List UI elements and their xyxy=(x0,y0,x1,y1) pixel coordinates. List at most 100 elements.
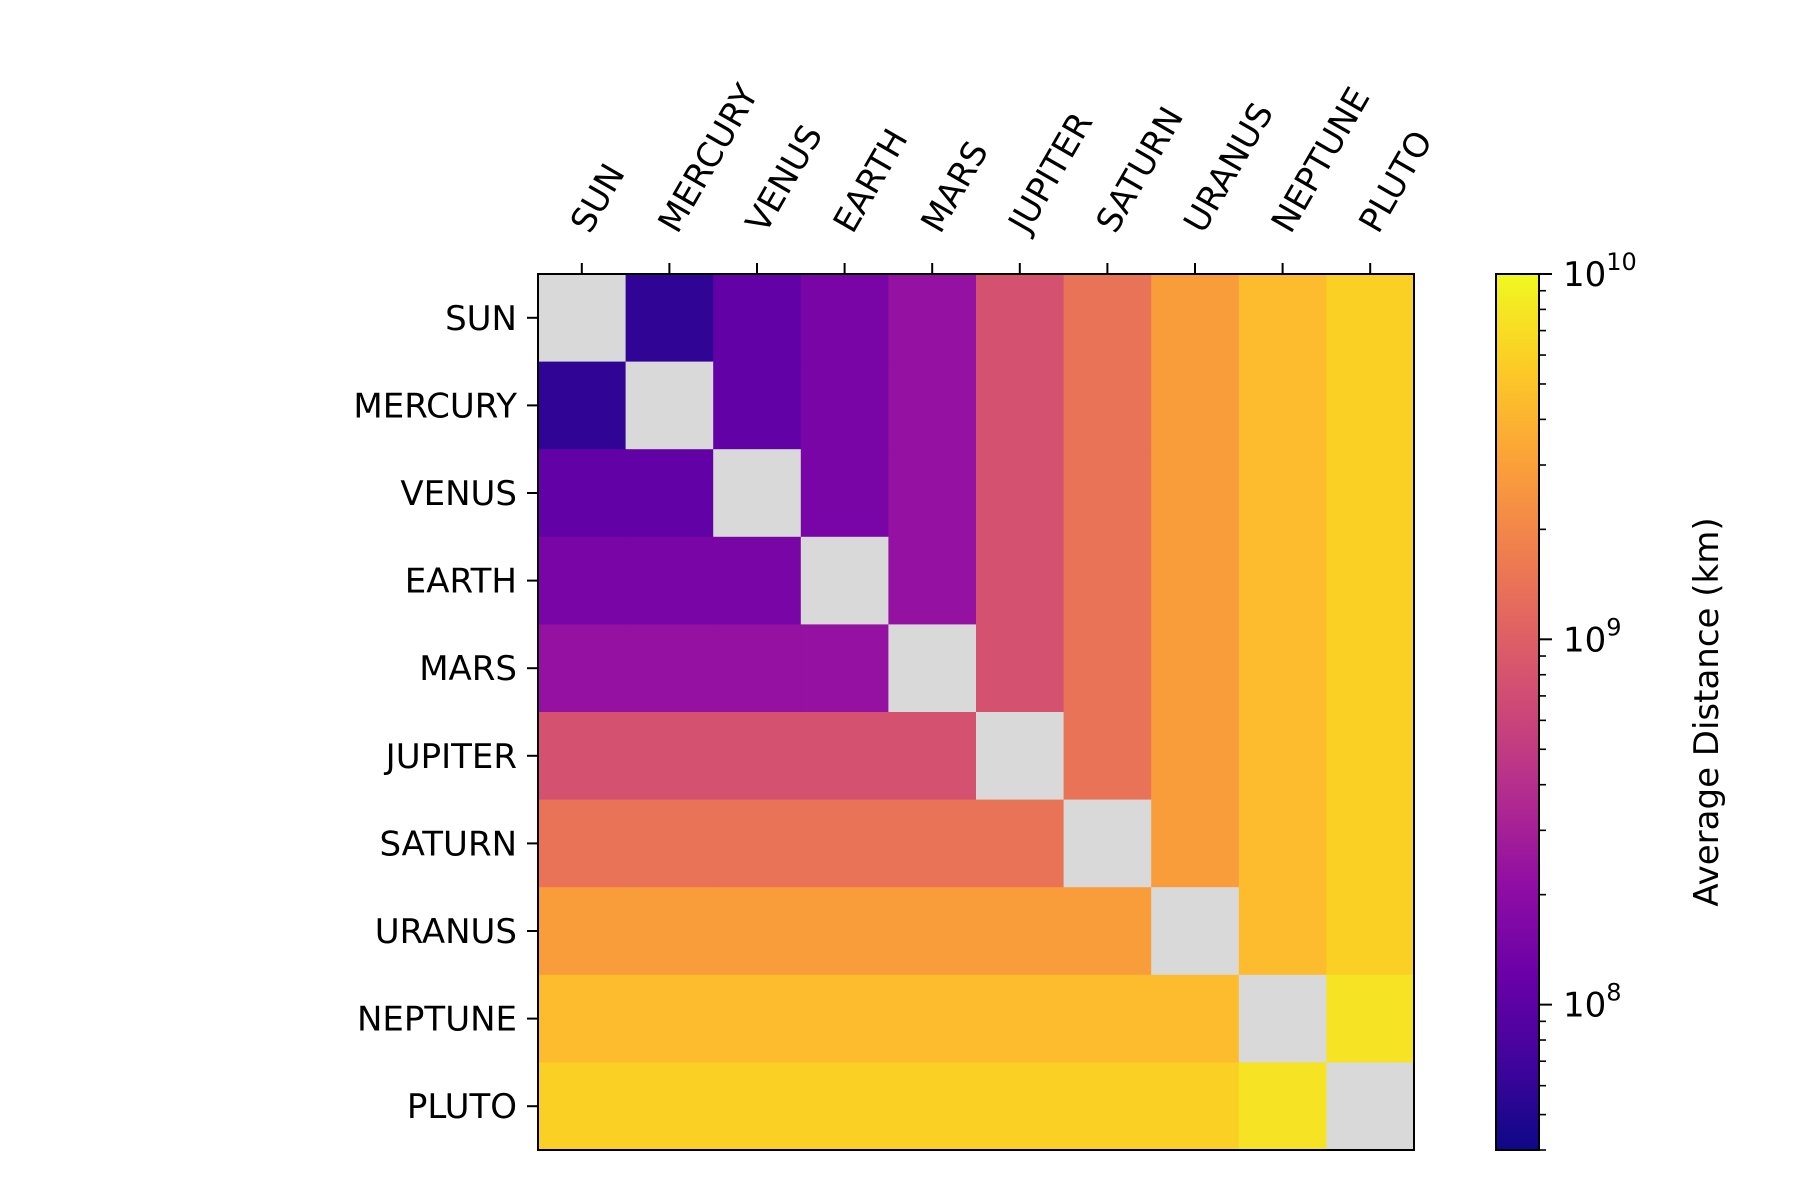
heatmap-cell xyxy=(1326,1062,1415,1151)
y-tick-label: PLUTO xyxy=(407,1087,517,1127)
heatmap-cell xyxy=(538,799,627,888)
colorbar-tick-label: 108 xyxy=(1563,979,1622,1026)
heatmap-cell xyxy=(538,274,627,363)
heatmap-cell xyxy=(538,1062,627,1151)
heatmap-cell xyxy=(713,974,802,1063)
heatmap-cell xyxy=(1151,449,1240,538)
heatmap-cell xyxy=(625,536,714,625)
heatmap-cell xyxy=(976,274,1065,363)
heatmap-cell xyxy=(800,1062,889,1151)
heatmap-cell xyxy=(538,887,627,976)
heatmap-cell xyxy=(888,1062,977,1151)
heatmap-cell xyxy=(1151,361,1240,450)
heatmap-cell xyxy=(713,361,802,450)
heatmap-cell xyxy=(800,712,889,801)
heatmap-cell xyxy=(625,799,714,888)
heatmap-cell xyxy=(625,274,714,363)
heatmap-cell xyxy=(1063,624,1152,713)
x-tick-label: EARTH xyxy=(826,122,917,239)
heatmap-cell xyxy=(888,974,977,1063)
colorbar-tick-label: 1010 xyxy=(1563,248,1637,295)
heatmap-cell xyxy=(976,712,1065,801)
heatmap-cell xyxy=(976,1062,1065,1151)
heatmap-cell xyxy=(625,1062,714,1151)
heatmap-cell xyxy=(1151,274,1240,363)
heatmap-cell xyxy=(713,624,802,713)
heatmap-cell xyxy=(1238,1062,1327,1151)
heatmap-cell xyxy=(888,799,977,888)
heatmap-cell xyxy=(538,361,627,450)
y-tick-label: JUPITER xyxy=(384,737,517,777)
x-tick-label: VENUS xyxy=(738,118,831,239)
heatmap-cell xyxy=(1063,887,1152,976)
heatmap-cell xyxy=(1238,712,1327,801)
y-tick-label: SUN xyxy=(445,299,517,339)
heatmap-cell xyxy=(1063,274,1152,363)
heatmap-cell xyxy=(1238,449,1327,538)
heatmap-cell xyxy=(1151,799,1240,888)
heatmap-cell xyxy=(1063,449,1152,538)
heatmap-cell xyxy=(888,536,977,625)
heatmap-cell xyxy=(976,449,1065,538)
heatmap-cell xyxy=(1238,887,1327,976)
heatmap-cells xyxy=(538,274,1415,1151)
heatmap-cell xyxy=(625,974,714,1063)
heatmap-cell xyxy=(800,274,889,363)
heatmap-cell xyxy=(800,361,889,450)
y-axis-ticks: SUN MERCURY VENUS EARTH MARS JUPITER SATURN URA… xyxy=(353,299,538,1127)
heatmap-cell xyxy=(1238,536,1327,625)
heatmap-cell xyxy=(713,887,802,976)
heatmap-cell xyxy=(1238,974,1327,1063)
heatmap-cell xyxy=(800,887,889,976)
heatmap-cell xyxy=(1326,712,1415,801)
heatmap-cell xyxy=(888,274,977,363)
heatmap-cell xyxy=(976,536,1065,625)
heatmap-cell xyxy=(1326,361,1415,450)
x-tick-label: JUPITER xyxy=(1000,106,1101,241)
heatmap-cell xyxy=(1063,799,1152,888)
heatmap-cell xyxy=(888,624,977,713)
heatmap-cell xyxy=(800,449,889,538)
heatmap-cell xyxy=(1326,974,1415,1063)
heatmap-cell xyxy=(1238,274,1327,363)
heatmap-cell xyxy=(625,361,714,450)
heatmap-cell xyxy=(1063,361,1152,450)
heatmap-cell xyxy=(625,887,714,976)
y-tick-label: SATURN xyxy=(379,824,517,864)
plot-frame xyxy=(537,273,1415,1151)
heatmap-cell xyxy=(976,361,1065,450)
colorbar-label: Average Distance (km) xyxy=(1687,517,1727,906)
heatmap-cell xyxy=(713,712,802,801)
heatmap-cell xyxy=(625,712,714,801)
x-tick-label: PLUTO xyxy=(1351,124,1441,239)
heatmap-cell xyxy=(1151,1062,1240,1151)
heatmap-cell xyxy=(1238,799,1327,888)
heatmap-cell xyxy=(538,974,627,1063)
y-tick-label: MARS xyxy=(419,649,517,689)
y-tick-label: NEPTUNE xyxy=(357,1000,517,1040)
heatmap-cell xyxy=(888,361,977,450)
heatmap-cell xyxy=(538,624,627,713)
heatmap-cell xyxy=(1326,799,1415,888)
heatmap-cell xyxy=(713,799,802,888)
heatmap-cell xyxy=(1238,361,1327,450)
heatmap-cell xyxy=(625,449,714,538)
heatmap-cell xyxy=(625,624,714,713)
heatmap-cell xyxy=(976,624,1065,713)
heatmap-cell xyxy=(976,974,1065,1063)
heatmap-cell xyxy=(1326,449,1415,538)
heatmap-cell xyxy=(713,274,802,363)
colorbar-ticks: 108 109 1010 xyxy=(1539,248,1637,1151)
colorbar xyxy=(1495,273,1540,1151)
heatmap-cell xyxy=(538,449,627,538)
x-tick-label: MARS xyxy=(913,135,997,240)
heatmap-cell xyxy=(1326,624,1415,713)
heatmap-cell xyxy=(800,536,889,625)
heatmap-cell xyxy=(800,624,889,713)
heatmap-cell xyxy=(713,536,802,625)
heatmap-cell xyxy=(1063,536,1152,625)
heatmap-cell xyxy=(1151,624,1240,713)
x-tick-label: SUN xyxy=(563,157,634,239)
heatmap-cell xyxy=(1326,274,1415,363)
